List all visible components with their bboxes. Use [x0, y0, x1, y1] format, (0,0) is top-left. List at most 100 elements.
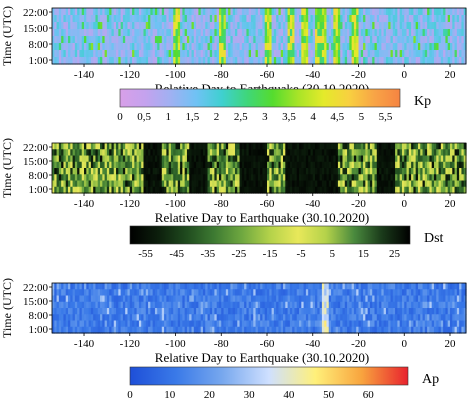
heatmap-cell	[349, 308, 353, 315]
heatmap-cell	[337, 186, 341, 194]
heatmap-cell	[127, 22, 131, 30]
heatmap-cell	[106, 155, 110, 163]
heatmap-cell	[438, 29, 442, 37]
heatmap-cell	[132, 295, 135, 303]
heatmap-cell	[299, 180, 302, 188]
heatmap-cell	[449, 161, 453, 169]
colorbar-tick-label: 1,5	[186, 111, 200, 123]
heatmap-cell	[427, 149, 431, 157]
heatmap-cell	[164, 57, 167, 65]
heatmap-cell	[461, 161, 465, 169]
x-tick-label: -40	[305, 198, 320, 210]
heatmap-cell	[363, 149, 366, 157]
heatmap-cell	[189, 326, 193, 334]
heatmap-cell	[102, 295, 106, 303]
heatmap-cell	[52, 326, 55, 334]
heatmap-cell	[93, 149, 97, 157]
heatmap-cell	[63, 161, 67, 169]
heatmap-cell	[84, 36, 87, 44]
heatmap-cell	[70, 314, 74, 322]
heatmap-cell	[164, 143, 167, 150]
heatmap-cell	[79, 149, 83, 157]
heatmap-cell	[255, 186, 259, 194]
heatmap-cell	[113, 326, 117, 334]
heatmap-cell	[191, 320, 195, 328]
heatmap-cell	[218, 308, 222, 315]
heatmap-cell	[202, 168, 206, 175]
heatmap-cell	[401, 314, 405, 322]
heatmap-cell	[180, 57, 183, 65]
heatmap-cell	[81, 29, 85, 37]
heatmap-cell	[319, 301, 323, 309]
heatmap-cell	[230, 36, 234, 44]
heatmap-cell	[271, 295, 275, 303]
heatmap-cell	[191, 43, 195, 51]
heatmap-cell	[138, 320, 142, 328]
heatmap-cell	[381, 29, 385, 37]
heatmap-cell	[321, 15, 325, 23]
heatmap-cell	[177, 289, 181, 297]
heatmap-cell	[77, 180, 81, 188]
heatmap-cell	[463, 161, 467, 169]
heatmap-cell	[61, 57, 65, 65]
heatmap-cell	[431, 283, 435, 290]
heatmap-cell	[74, 50, 78, 58]
heatmap-cell	[202, 15, 206, 23]
heatmap-cell	[321, 326, 325, 334]
heatmap-cell	[111, 308, 115, 315]
heatmap-cell	[417, 57, 421, 65]
heatmap-cell	[61, 36, 65, 44]
heatmap-cell	[303, 8, 307, 16]
heatmap-cell	[95, 22, 99, 30]
heatmap-cell	[225, 289, 229, 297]
heatmap-cell	[70, 320, 74, 328]
heatmap-cell	[347, 180, 350, 188]
heatmap-cell	[262, 43, 266, 51]
heatmap-cell	[154, 161, 158, 169]
heatmap-cell	[267, 8, 270, 16]
heatmap-cell	[237, 289, 241, 297]
heatmap-cell	[63, 314, 67, 322]
heatmap-cell	[120, 326, 124, 334]
heatmap-cell	[445, 295, 449, 303]
heatmap-cell	[436, 283, 440, 290]
heatmap-cell	[296, 8, 300, 16]
heatmap-cell	[260, 295, 264, 303]
heatmap-cell	[260, 326, 264, 334]
heatmap-cell	[340, 143, 344, 150]
heatmap-cell	[331, 29, 334, 37]
colorbar-kp	[119, 88, 401, 108]
heatmap-cell	[287, 180, 291, 188]
heatmap-cell	[399, 301, 403, 309]
heatmap-cell	[102, 283, 106, 290]
heatmap-cell	[331, 320, 334, 328]
heatmap-cell	[152, 8, 156, 16]
heatmap-cell	[113, 29, 117, 37]
heatmap-cell	[312, 320, 316, 328]
heatmap-cell	[95, 186, 99, 194]
heatmap-cell	[180, 283, 183, 290]
heatmap-cell	[237, 8, 241, 16]
heatmap-cell	[241, 161, 245, 169]
heatmap-cell	[328, 161, 332, 169]
heatmap-cell	[189, 57, 193, 65]
heatmap-cell	[175, 180, 179, 188]
heatmap-cell	[358, 43, 362, 51]
heatmap-cell	[280, 15, 284, 23]
heatmap-cell	[363, 308, 366, 315]
heatmap-cell	[232, 8, 236, 16]
heatmap-cell	[104, 50, 108, 58]
heatmap-cell	[379, 143, 382, 150]
heatmap-cell	[440, 289, 444, 297]
heatmap-cell	[118, 36, 122, 44]
heatmap-cell	[347, 8, 350, 16]
heatmap-cell	[356, 326, 360, 334]
heatmap-cell	[358, 149, 362, 157]
heatmap-cell	[335, 29, 339, 37]
heatmap-cell	[170, 326, 174, 334]
heatmap-cell	[335, 50, 339, 58]
heatmap-cell	[408, 174, 412, 182]
heatmap-cell	[88, 174, 92, 182]
heatmap-cell	[68, 308, 71, 315]
heatmap-cell	[324, 57, 328, 65]
